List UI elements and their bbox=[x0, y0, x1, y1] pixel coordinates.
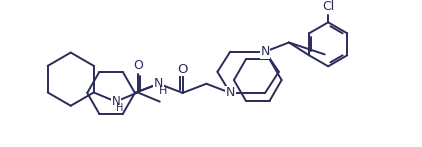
Text: H: H bbox=[116, 103, 123, 113]
Text: N: N bbox=[154, 77, 163, 90]
Text: N: N bbox=[226, 86, 235, 99]
Text: N: N bbox=[111, 95, 120, 108]
Text: N: N bbox=[260, 45, 270, 58]
Text: Cl: Cl bbox=[322, 0, 334, 13]
Text: H: H bbox=[159, 86, 168, 96]
Text: O: O bbox=[177, 63, 188, 76]
Text: O: O bbox=[133, 59, 143, 72]
